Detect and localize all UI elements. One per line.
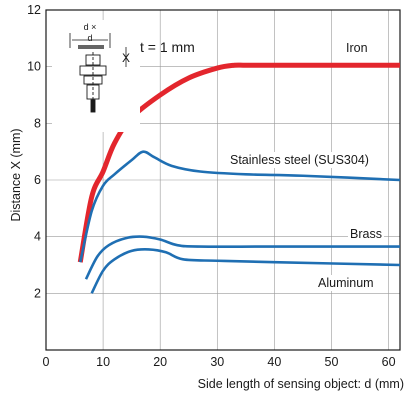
series-line-aluminum <box>90 248 400 294</box>
y-axis-label: Distance X (mm) <box>9 128 23 221</box>
series-label-bg <box>348 226 384 242</box>
series-label-stainless-steel-sus304: Stainless steel (SUS304) <box>230 153 369 167</box>
y-tick-label: 4 <box>34 230 41 244</box>
y-tick-label: 12 <box>27 3 41 17</box>
thickness-annotation: t = 1 mm <box>140 39 195 55</box>
x-axis-label: Side length of sensing object: d (mm) <box>198 377 404 391</box>
inset-label-d-times: d × <box>84 22 97 32</box>
series-label-brass: Brass <box>350 227 382 241</box>
series-label-bg <box>316 275 376 291</box>
tick-labels: 0 10 20 30 40 50 60 2 4 6 8 10 12 <box>27 3 395 369</box>
series-label-bg <box>344 40 370 56</box>
x-tick-label: 10 <box>96 355 110 369</box>
x-tick-label: 0 <box>43 355 50 369</box>
x-tick-label: 40 <box>267 355 281 369</box>
sensing-object-plate <box>78 45 104 49</box>
y-tick-label: 8 <box>34 116 41 130</box>
series-line-stainless-steel-sus304 <box>78 150 400 263</box>
inset-label-d: d <box>87 33 92 43</box>
series-label-iron: Iron <box>346 41 368 55</box>
series-label-aluminum: Aluminum <box>318 276 374 290</box>
series-group: Iron Stainless steel (SUS304) Brass Aluminu… <box>77 40 400 294</box>
y-tick-label: 10 <box>27 60 41 74</box>
series-line-iron <box>77 62 400 263</box>
x-tick-label: 60 <box>382 355 396 369</box>
x-tick-label: 50 <box>325 355 339 369</box>
proximity-sensor-icon <box>79 52 107 113</box>
y-tick-label: 2 <box>34 286 41 300</box>
series-line-brass <box>84 235 400 280</box>
series-label-bg <box>228 152 371 168</box>
inset-label-x: X <box>122 51 130 65</box>
y-tick-label: 6 <box>34 173 41 187</box>
sensor-diagram-inset: d × d X <box>52 20 140 132</box>
x-tick-label: 20 <box>153 355 167 369</box>
x-tick-label: 30 <box>210 355 224 369</box>
